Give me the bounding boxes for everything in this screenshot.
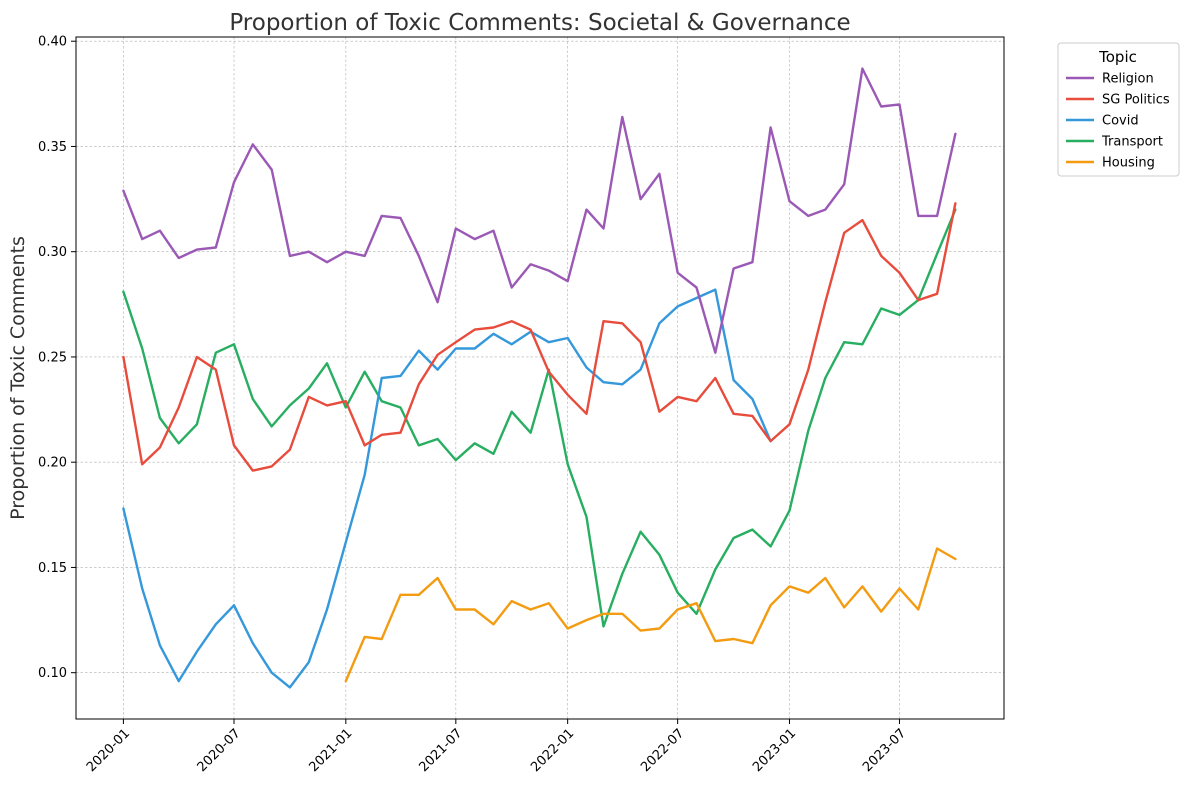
series-lines [122,67,957,689]
y-tick-label: 0.30 [38,245,67,260]
y-tick-label: 0.40 [38,35,67,50]
legend-label: Covid [1102,114,1139,129]
series-line-religion [122,67,957,354]
series-line-covid [122,288,772,689]
chart-title: Proportion of Toxic Comments: Societal &… [229,10,850,36]
series-line-housing [344,547,957,683]
y-tick-label: 0.20 [38,456,67,471]
series-line-sg-politics [122,202,957,472]
legend: Topic Religion SG Politics Covid Transport H… [1057,42,1180,177]
y-tick-label: 0.10 [38,666,67,681]
legend-entries: Religion SG Politics Covid Transport Housing [1066,72,1170,171]
legend-label: Transport [1101,135,1163,150]
plot-frame [75,36,1005,720]
y-tick-label: 0.15 [38,561,67,576]
legend-box [1057,42,1180,177]
legend-label: Housing [1102,156,1155,171]
y-tick-label: 0.25 [38,350,67,365]
legend-title: Topic [1098,48,1137,66]
y-tick-label: 0.35 [38,140,67,155]
legend-label: SG Politics [1102,93,1170,108]
series-line-transport [122,208,957,628]
y-axis-label: Proportion of Toxic Comments [7,236,29,520]
legend-label: Religion [1102,72,1154,87]
